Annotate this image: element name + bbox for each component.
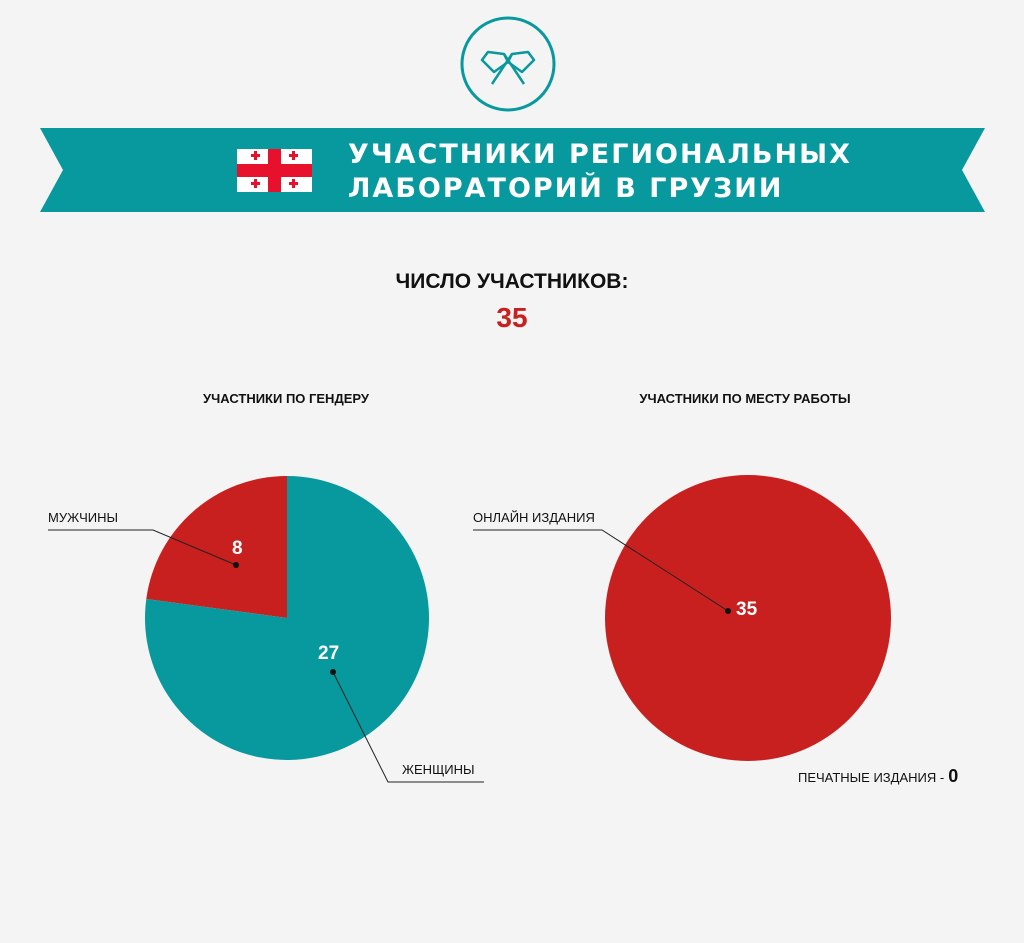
total-participants-value: 35: [496, 302, 528, 333]
total-participants-label: ЧИСЛО УЧАСТНИКОВ:: [395, 270, 629, 293]
pie-slice-men: [146, 476, 287, 618]
print-media-value: 0: [948, 766, 959, 786]
pie-slice-women: [145, 476, 430, 760]
callout-lines: [48, 529, 729, 783]
callout-line-men: [48, 529, 237, 566]
pie-chart-gender: [145, 476, 430, 760]
callout-line-women: [332, 671, 484, 783]
pie-slice-online: [605, 475, 891, 761]
crossed-flags-icon: [460, 16, 556, 112]
callout-dot-men: [233, 562, 239, 568]
page-title-line1: УЧАСТНИКИ РЕГИОНАЛЬНЫХ: [348, 139, 852, 170]
callout-dot-online: [725, 608, 731, 614]
chart-title-workplace: УЧАСТНИКИ ПО МЕСТУ РАБОТЫ: [639, 391, 851, 406]
legend-label-online: ОНЛАЙН ИЗДАНИЯ: [473, 510, 595, 525]
crossed-flags-glyph: [480, 50, 536, 85]
legend-label-men: МУЖЧИНЫ: [48, 510, 118, 525]
callout-line-online: [473, 529, 729, 612]
print-media-label: ПЕЧАТНЫЕ ИЗДАНИЯ -: [798, 770, 945, 785]
callout-dot-women: [330, 669, 336, 675]
georgia-flag-icon: [237, 149, 312, 192]
print-media-note: ПЕЧАТНЫЕ ИЗДАНИЯ -0: [798, 766, 958, 787]
legend-label-women: ЖЕНЩИНЫ: [402, 762, 475, 777]
page-title-line2: ЛАБОРАТОРИЙ В ГРУЗИИ: [348, 173, 784, 204]
pie-chart-workplace: [605, 475, 891, 761]
data-label-men: 8: [232, 538, 243, 559]
data-label-online: 35: [736, 599, 758, 620]
chart-title-gender: УЧАСТНИКИ ПО ГЕНДЕРУ: [203, 391, 369, 406]
data-label-women: 27: [318, 643, 340, 664]
page-title: УЧАСТНИКИ РЕГИОНАЛЬНЫХ ЛАБОРАТОРИЙ В ГРУ…: [348, 138, 852, 206]
